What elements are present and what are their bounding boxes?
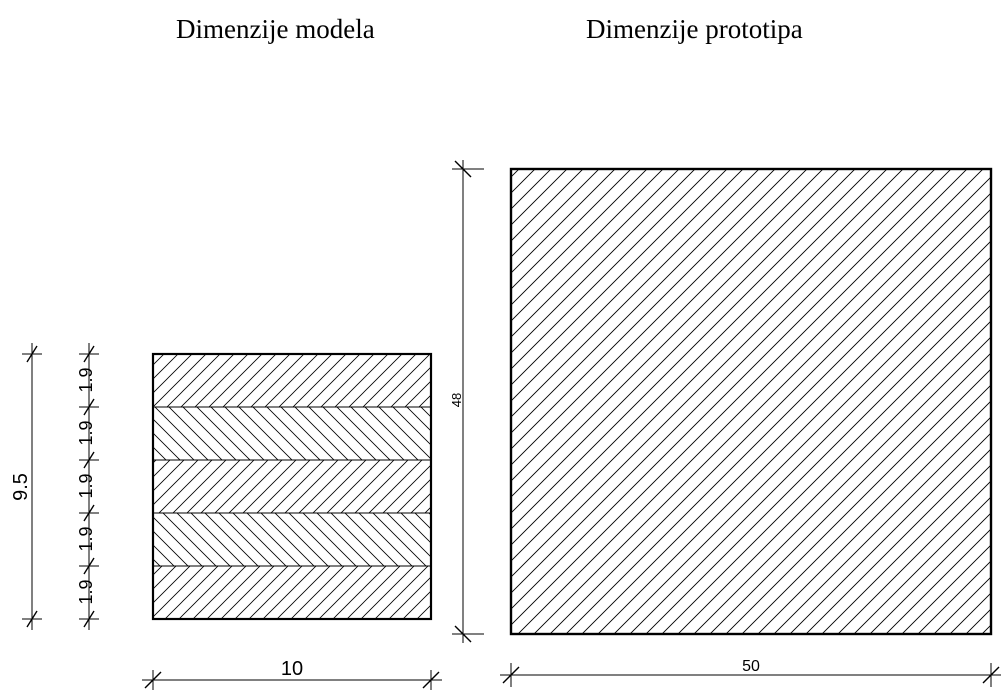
- model-layer-1: [153, 354, 431, 407]
- model-layer-label-5: 1.9: [76, 579, 96, 604]
- prototype-height-label: 48: [449, 393, 464, 407]
- model-layer-slashes: [83, 345, 95, 628]
- model-section: 9.5 1.9 1.9 1.9 1.9 1.9 10: [10, 343, 442, 690]
- model-height-tick: [26, 610, 38, 628]
- model-width-tick: [422, 671, 440, 689]
- model-layer-5: [153, 566, 431, 619]
- model-dimensions-title: Dimenzije modela: [176, 14, 375, 44]
- model-width-tick: [144, 671, 162, 689]
- model-height-label: 9.5: [10, 473, 32, 501]
- model-layer-3: [153, 460, 431, 513]
- prototype-height-tick: [454, 160, 472, 178]
- model-layer-label-1: 1.9: [76, 367, 96, 392]
- model-layer-label-2: 1.9: [76, 420, 96, 445]
- model-width-label: 10: [281, 658, 303, 680]
- prototype-fill: [511, 169, 991, 634]
- model-layer-4: [153, 513, 431, 566]
- prototype-width-tick: [502, 666, 520, 684]
- model-layer-label-4: 1.9: [76, 526, 96, 551]
- prototype-height-tick: [454, 625, 472, 643]
- prototype-section: 48 50: [449, 160, 1001, 687]
- model-height-tick: [26, 345, 38, 363]
- model-layer-label-3: 1.9: [76, 473, 96, 498]
- prototype-width-tick: [982, 666, 1000, 684]
- prototype-outline: [509, 167, 993, 636]
- prototype-width-label: 50: [742, 658, 760, 675]
- model-outline: [151, 352, 433, 621]
- model-layer-2: [153, 407, 431, 460]
- prototype-dimensions-title: Dimenzije prototipa: [586, 14, 803, 44]
